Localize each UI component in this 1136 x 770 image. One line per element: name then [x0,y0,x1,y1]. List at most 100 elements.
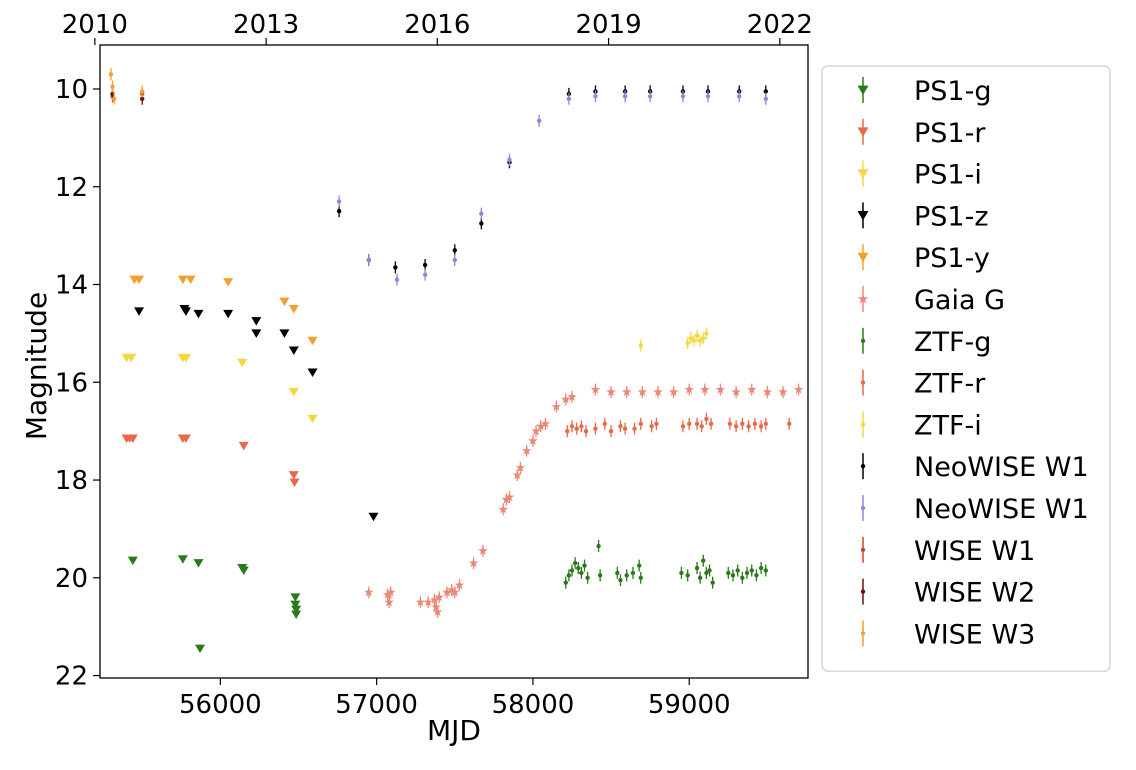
x-tick-label: 57000 [335,690,418,720]
data-point [290,600,301,610]
data-point [290,593,301,602]
data-point [110,84,115,89]
data-point [638,575,643,580]
data-point [446,585,457,594]
legend-marker [860,547,866,552]
data-point [180,307,191,316]
data-point [574,426,579,431]
data-point [793,384,804,394]
legend-entry: PS1-g [857,76,991,107]
data-point [680,94,686,99]
legend-marker [857,293,869,304]
top-tick-label: 2013 [233,10,299,40]
data-point [504,492,515,502]
data-point [737,94,742,99]
series-neowise-w1-9 [336,85,769,274]
legend-entry: NeoWISE W1 [860,452,1089,483]
data-point [522,445,532,455]
data-point [291,610,302,619]
legend-label: WISE W2 [914,578,1035,609]
data-point [569,424,575,429]
data-point [567,392,577,401]
legend-label: NeoWISE W1 [914,494,1089,525]
legend-entry: WISE W3 [860,619,1035,650]
data-point [185,275,196,285]
data-point [653,387,663,397]
series-ps1-r-1 [121,434,300,487]
data-point [590,384,601,394]
data-point [177,275,188,285]
y-tick-label: 18 [55,466,88,496]
legend-label: ZTF-i [914,410,982,441]
series-ztf-r-7 [565,412,792,438]
y-tick-label: 16 [55,368,88,398]
data-point [531,426,541,436]
data-point [701,336,706,341]
data-point [288,346,299,356]
y-tick-label: 10 [55,75,88,105]
data-point [778,387,788,397]
data-point [561,394,571,404]
data-point [432,607,443,616]
x-tick-label: 56000 [179,690,262,720]
legend-entry: ZTF-g [860,327,991,358]
legend-label: PS1-r [914,118,986,149]
top-tick-label: 2022 [747,10,813,40]
data-point [754,573,759,578]
data-point [602,421,608,427]
legend-label: NeoWISE W1 [914,452,1089,483]
data-point [579,424,584,429]
data-point [752,421,758,427]
data-point [291,605,302,615]
y-tick-label: 12 [55,173,88,203]
data-point [685,573,690,578]
data-point [429,594,440,604]
legend-marker [857,169,869,179]
data-point [704,331,709,336]
data-point [386,587,396,597]
data-point [579,570,584,576]
legend-entry: PS1-z [857,201,989,232]
data-point [701,558,706,563]
data-point [366,257,372,263]
data-point [593,426,598,431]
legend-label: WISE W3 [914,619,1035,650]
data-point [223,309,234,319]
data-point [583,428,589,434]
data-point [126,353,137,363]
data-point [688,336,693,341]
data-point [726,570,731,576]
data-point [134,275,145,285]
data-point [622,94,628,99]
legend-entry: PS1-y [857,243,990,274]
data-point [193,309,204,319]
data-point [566,96,572,101]
legend-entry: NeoWISE W1 [860,494,1089,525]
data-point [393,265,398,270]
data-point [618,578,623,583]
data-point [384,597,394,607]
data-point [615,570,620,576]
data-point [694,421,700,427]
y-tick-label: 22 [55,662,88,692]
legend: PS1-g PS1-r PS1-i PS1-z PS1-y Gaia G ZTF-g ZTF-… [821,65,1111,672]
legend-entry: ZTF-r [860,369,986,400]
data-point [638,421,643,427]
data-point [638,343,643,348]
data-point [680,424,686,429]
data-point [450,587,460,597]
y-tick-label: 14 [55,271,88,301]
data-point [733,424,739,429]
data-point [632,426,637,431]
data-point [307,414,318,424]
data-point [606,387,616,397]
data-point [336,199,342,204]
series-wise-w2-12 [110,87,145,105]
legend-label: ZTF-g [914,327,991,358]
data-point [596,543,601,549]
data-point [593,94,598,99]
data-point [763,89,769,94]
legend-marker [857,85,869,95]
data-point [479,221,484,226]
data-point [127,434,138,443]
